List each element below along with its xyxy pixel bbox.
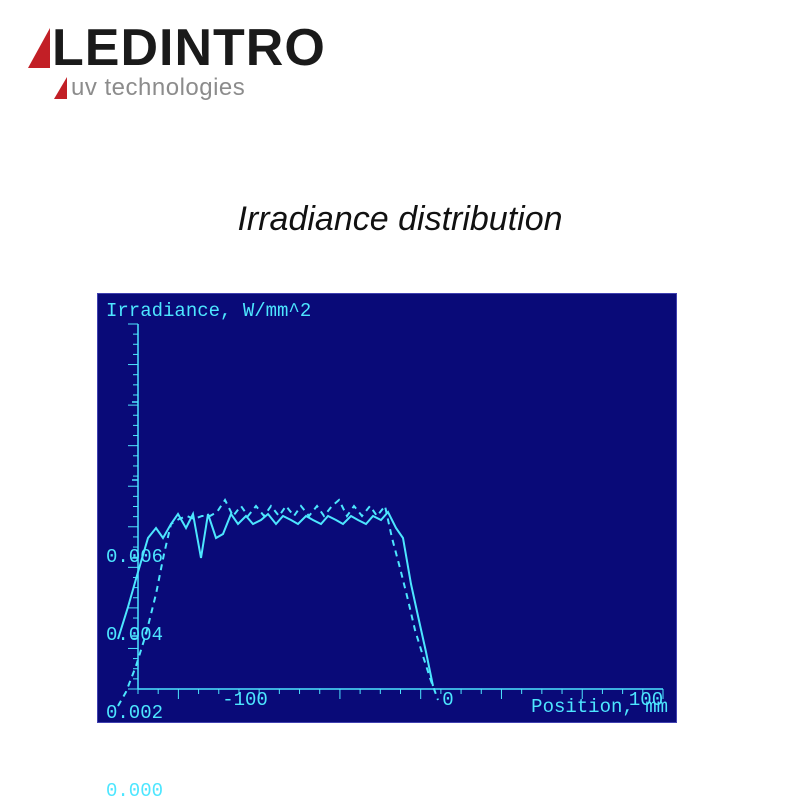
brand-title-2: INTRO: [159, 18, 326, 78]
brand-subtitle: uv technologies: [71, 74, 245, 102]
chart-svg: [98, 294, 678, 724]
x-axis-ticks: [138, 689, 663, 699]
brand-title: LED: [52, 18, 159, 78]
irradiance-chart: Irradiance, W/mm^2 Position, mm 0.006 0.…: [97, 293, 677, 723]
y-tick-0.000: 0.000: [106, 780, 163, 800]
page-title: Irradiance distribution: [0, 200, 800, 239]
y-axis-ticks: [128, 324, 138, 689]
brand-subrow: uv technologies: [54, 74, 326, 102]
brand-logo-triangle-icon: [28, 28, 50, 68]
solid-data-line: [118, 512, 433, 686]
brand-logo-row: LED INTRO: [28, 18, 326, 78]
brand-sub-triangle-icon: [54, 77, 67, 99]
header-logo-block: LED INTRO uv technologies: [28, 18, 326, 102]
